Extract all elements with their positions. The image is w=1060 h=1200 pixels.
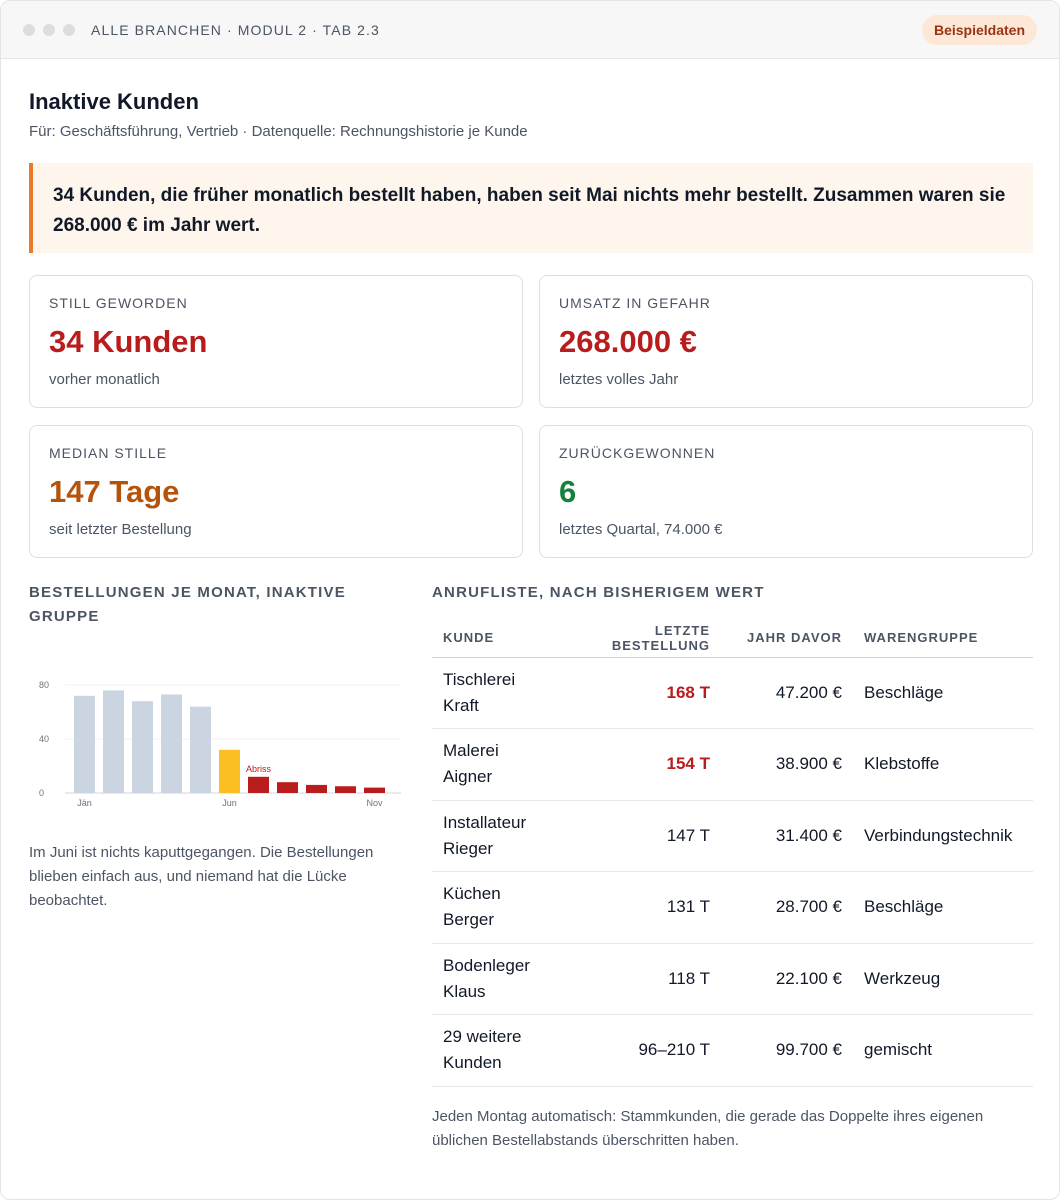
call-list-note: Jeden Montag automatisch: Stammkunden, d… <box>432 1108 984 1149</box>
kpi-label: STILL GEWORDEN <box>49 295 188 311</box>
chart-bar-feb <box>103 690 124 793</box>
cell-warengruppe: Beschläge <box>853 871 1033 944</box>
cell-kunde: Bodenleger Klaus <box>432 943 545 1015</box>
cell-kunde: Tischlerei Kraft <box>432 657 545 729</box>
table-row[interactable]: Tischlerei Kraft 168 T 47.200 € Beschläg… <box>432 657 1033 729</box>
kpi-label: MEDIAN STILLE <box>49 445 168 461</box>
x-tick-label: Jän <box>77 798 92 808</box>
cell-jahr-davor: 28.700 € <box>721 871 853 944</box>
kpi-value: 147 Tage <box>49 474 180 509</box>
alert-banner: 34 Kunden, die früher monatlich bestellt… <box>29 163 1033 253</box>
kpi-subtext: seit letzter Bestellung <box>49 521 192 538</box>
chart-bar-mai <box>190 706 211 793</box>
cell-letzte-bestellung: 154 T <box>545 728 721 801</box>
cell-warengruppe: Beschläge <box>853 657 1033 729</box>
x-tick-label: Nov <box>366 798 383 808</box>
kpi-label: UMSATZ IN GEFAHR <box>559 295 711 311</box>
cell-letzte-bestellung: 118 T <box>545 943 721 1015</box>
chart-bar-sep <box>306 784 327 793</box>
chart-annotation-label: Abriss <box>246 764 272 774</box>
kpi-card-median-silence: MEDIAN STILLE 147 Tage seit letzter Best… <box>29 425 523 558</box>
kpi-value: 6 <box>559 474 577 509</box>
kpi-label: ZURÜCKGEWONNEN <box>559 445 716 461</box>
page-subtitle: Für: Geschäftsführung, Vertrieb · Datenq… <box>29 123 528 140</box>
table-row[interactable]: Bodenleger Klaus 118 T 22.100 € Werkzeug <box>432 943 1033 1015</box>
page-title: Inaktive Kunden <box>29 89 199 114</box>
table-row[interactable]: Malerei Aigner 154 T 38.900 € Klebstoffe <box>432 728 1033 801</box>
column-header-jahr-davor[interactable]: JAHR DAVOR <box>721 619 853 658</box>
table-row[interactable]: 29 weitere Kunden 96–210 T 99.700 € gemi… <box>432 1014 1033 1087</box>
cell-warengruppe: Werkzeug <box>853 943 1033 1015</box>
cell-warengruppe: Verbindungstechnik <box>853 800 1033 872</box>
column-header-warengruppe[interactable]: WARENGRUPPE <box>853 619 1033 658</box>
table-row[interactable]: Installateur Rieger 147 T 31.400 € Verbi… <box>432 800 1033 872</box>
chart-bar-apr <box>161 694 182 793</box>
chart-bar-jän <box>74 695 95 793</box>
close-dot-icon[interactable] <box>23 23 35 36</box>
cell-warengruppe: Klebstoffe <box>853 728 1033 801</box>
cell-kunde: 29 weitere Kunden <box>432 1014 545 1087</box>
chart-bar-okt <box>335 786 356 793</box>
chart-bar-nov <box>364 787 385 793</box>
cell-kunde: Malerei Aigner <box>432 728 545 801</box>
breadcrumb: ALLE BRANCHEN · MODUL 2 · TAB 2.3 <box>91 21 380 38</box>
call-list-heading: ANRUFLISTE, NACH BISHERIGEM WERT <box>432 584 765 601</box>
call-list-table: KUNDE LETZTE BESTELLUNG JAHR DAVOR WAREN… <box>432 619 1033 1087</box>
cell-jahr-davor: 99.700 € <box>721 1014 853 1087</box>
orders-per-month-chart: 0 40 80 Jän Jun Nov Abriss <box>39 680 401 808</box>
chart-bar-mär <box>132 701 153 793</box>
maximize-dot-icon[interactable] <box>63 23 75 36</box>
cell-letzte-bestellung: 131 T <box>545 871 721 944</box>
cell-letzte-bestellung: 147 T <box>545 800 721 872</box>
y-tick-label: 80 <box>39 680 49 690</box>
cell-jahr-davor: 38.900 € <box>721 728 853 801</box>
kpi-subtext: letztes Quartal, 74.000 € <box>559 521 723 538</box>
kpi-card-still: STILL GEWORDEN 34 Kunden vorher monatlic… <box>29 275 523 408</box>
cell-kunde: Installateur Rieger <box>432 800 545 872</box>
cell-kunde: Küchen Berger <box>432 871 545 944</box>
column-header-letzte-bestellung[interactable]: LETZTE BESTELLUNG <box>545 619 721 658</box>
chart-bar-jun <box>219 749 240 793</box>
y-tick-label: 0 <box>39 788 44 798</box>
cell-letzte-bestellung: 168 T <box>545 657 721 729</box>
chart-caption: Im Juni ist nichts kaputtgegangen. Die B… <box>29 844 374 909</box>
title-bar: ALLE BRANCHEN · MODUL 2 · TAB 2.3 Beispi… <box>1 1 1059 59</box>
kpi-card-won-back: ZURÜCKGEWONNEN 6 letztes Quartal, 74.000… <box>539 425 1033 558</box>
window-controls <box>23 23 75 36</box>
cell-jahr-davor: 47.200 € <box>721 657 853 729</box>
y-tick-label: 40 <box>39 734 49 744</box>
minimize-dot-icon[interactable] <box>43 23 55 36</box>
kpi-subtext: letztes volles Jahr <box>559 371 679 388</box>
cell-letzte-bestellung: 96–210 T <box>545 1014 721 1087</box>
kpi-value: 34 Kunden <box>49 324 208 359</box>
chart-bar-jul <box>248 776 269 793</box>
kpi-card-revenue-at-risk: UMSATZ IN GEFAHR 268.000 € letztes volle… <box>539 275 1033 408</box>
cell-jahr-davor: 31.400 € <box>721 800 853 872</box>
chart-bar-aug <box>277 782 298 793</box>
chart-heading: BESTELLUNGEN JE MONAT, INAKTIVE GRUPPE <box>29 584 346 625</box>
table-header-row: KUNDE LETZTE BESTELLUNG JAHR DAVOR WAREN… <box>432 619 1033 658</box>
sample-data-badge: Beispieldaten <box>921 15 1037 45</box>
column-header-kunde[interactable]: KUNDE <box>432 619 545 658</box>
cell-warengruppe: gemischt <box>853 1014 1033 1087</box>
kpi-value: 268.000 € <box>559 324 697 359</box>
kpi-subtext: vorher monatlich <box>49 371 160 388</box>
table-row[interactable]: Küchen Berger 131 T 28.700 € Beschläge <box>432 871 1033 944</box>
cell-jahr-davor: 22.100 € <box>721 943 853 1015</box>
x-tick-label: Jun <box>222 798 237 808</box>
